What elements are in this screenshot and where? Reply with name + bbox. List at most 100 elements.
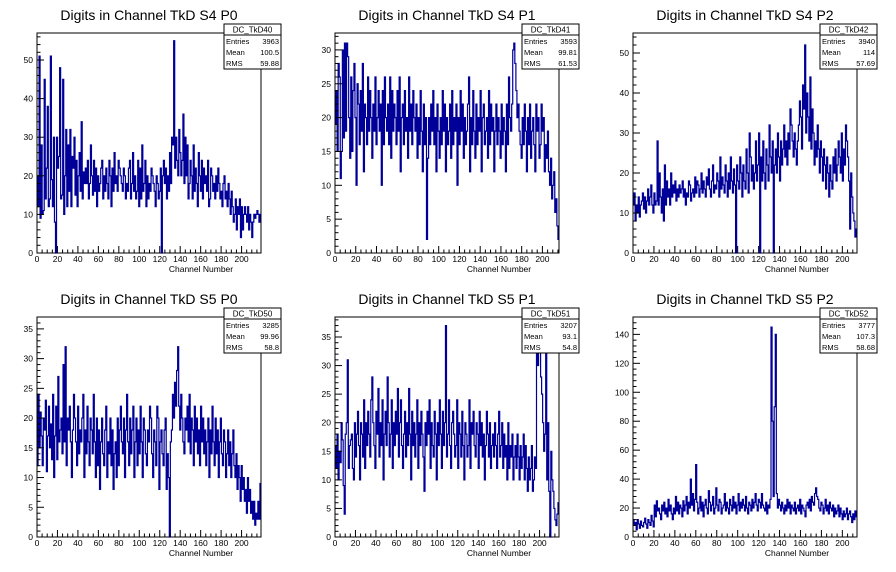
x-tick-label: 20 bbox=[649, 538, 659, 548]
y-tick-label: 25 bbox=[24, 383, 34, 393]
stats-name: DC_TkD40 bbox=[233, 26, 273, 35]
stats-name: DC_TkD42 bbox=[829, 26, 869, 35]
stats-value-mean: 99.96 bbox=[260, 332, 279, 341]
x-tick-label: 20 bbox=[351, 538, 361, 548]
y-tick-label: 60 bbox=[620, 445, 630, 455]
y-tick-label: 30 bbox=[322, 361, 332, 371]
x-tick-label: 200 bbox=[835, 254, 849, 264]
y-tick-label: 20 bbox=[24, 413, 34, 423]
x-tick-label: 100 bbox=[731, 538, 745, 548]
stats-label-mean: Mean bbox=[822, 48, 841, 57]
x-tick-label: 140 bbox=[473, 254, 487, 264]
panel-title: Digits in Channel TkD S4 P1 bbox=[358, 7, 535, 23]
y-tick-label: 10 bbox=[620, 208, 630, 218]
stats-name: DC_TkD50 bbox=[233, 310, 273, 319]
x-tick-label: 100 bbox=[132, 538, 146, 548]
stats-name: DC_TkD41 bbox=[531, 26, 571, 35]
y-tick-label: 0 bbox=[624, 248, 629, 258]
stats-label-entries: Entries bbox=[524, 321, 548, 330]
stats-value-rms: 59.88 bbox=[260, 59, 279, 68]
stats-value-rms: 58.68 bbox=[856, 343, 875, 352]
x-axis-label: Channel Number bbox=[765, 548, 829, 558]
y-tick-label: 25 bbox=[322, 79, 332, 89]
x-tick-label: 140 bbox=[173, 254, 187, 264]
stats-value-rms: 54.8 bbox=[562, 343, 577, 352]
stats-value-entries: 3940 bbox=[858, 37, 875, 46]
stats-value-entries: 3593 bbox=[560, 37, 577, 46]
x-tick-label: 80 bbox=[712, 538, 722, 548]
panel-title: Digits in Channel TkD S5 P2 bbox=[656, 291, 833, 307]
y-tick-label: 30 bbox=[24, 354, 34, 364]
stats-value-rms: 58.8 bbox=[264, 343, 279, 352]
x-tick-label: 80 bbox=[114, 254, 124, 264]
x-tick-label: 0 bbox=[631, 538, 636, 548]
y-tick-label: 10 bbox=[322, 475, 332, 485]
panel-title: Digits in Channel TkD S4 P0 bbox=[60, 7, 237, 23]
stats-box: DC_TkD52 Entries 3777 Mean 107.3 RMS 58.68 bbox=[819, 307, 878, 354]
y-tick-label: 5 bbox=[326, 214, 331, 224]
histogram-line bbox=[37, 40, 261, 254]
y-tick-label: 40 bbox=[24, 94, 34, 104]
stats-label-rms: RMS bbox=[226, 343, 243, 352]
x-tick-label: 140 bbox=[471, 538, 485, 548]
x-tick-label: 180 bbox=[515, 254, 529, 264]
y-tick-label: 15 bbox=[24, 443, 34, 453]
y-tick-label: 25 bbox=[322, 389, 332, 399]
x-tick-label: 180 bbox=[814, 254, 828, 264]
y-tick-label: 10 bbox=[322, 180, 332, 190]
y-tick-label: 30 bbox=[322, 45, 332, 55]
stats-label-rms: RMS bbox=[524, 343, 541, 352]
y-tick-label: 100 bbox=[615, 387, 629, 397]
x-tick-label: 0 bbox=[333, 538, 338, 548]
y-tick-label: 5 bbox=[28, 502, 33, 512]
stats-value-mean: 99.81 bbox=[558, 48, 577, 57]
x-tick-label: 180 bbox=[214, 538, 228, 548]
y-tick-label: 15 bbox=[322, 446, 332, 456]
stats-label-mean: Mean bbox=[226, 48, 245, 57]
histogram-line bbox=[335, 324, 559, 538]
stats-label-entries: Entries bbox=[226, 321, 250, 330]
x-tick-label: 60 bbox=[392, 254, 402, 264]
stats-box: DC_TkD50 Entries 3285 Mean 99.96 RMS 58.8 bbox=[223, 307, 282, 354]
stats-name: DC_TkD51 bbox=[531, 310, 571, 319]
y-tick-label: 50 bbox=[24, 55, 34, 65]
x-tick-label: 120 bbox=[153, 538, 167, 548]
y-tick-label: 30 bbox=[24, 132, 34, 142]
x-tick-label: 100 bbox=[132, 254, 146, 264]
x-tick-label: 180 bbox=[814, 538, 828, 548]
x-tick-label: 100 bbox=[432, 254, 446, 264]
y-tick-label: 40 bbox=[620, 88, 630, 98]
stats-label-entries: Entries bbox=[226, 37, 250, 46]
x-axis-label: Channel Number bbox=[467, 264, 531, 274]
stats-label-mean: Mean bbox=[226, 332, 245, 341]
stats-label-rms: RMS bbox=[226, 59, 243, 68]
x-tick-label: 0 bbox=[333, 254, 338, 264]
x-tick-label: 80 bbox=[412, 538, 422, 548]
stats-label-entries: Entries bbox=[822, 321, 846, 330]
histogram-line bbox=[633, 326, 857, 531]
stats-box: DC_TkD40 Entries 3963 Mean 100.5 RMS 59.88 bbox=[223, 23, 282, 70]
x-tick-label: 20 bbox=[53, 254, 63, 264]
stats-value-entries: 3963 bbox=[262, 37, 279, 46]
stats-box-frame bbox=[521, 23, 580, 70]
x-tick-label: 0 bbox=[35, 538, 40, 548]
y-tick-label: 20 bbox=[322, 418, 332, 428]
y-tick-label: 0 bbox=[28, 532, 33, 542]
x-tick-label: 40 bbox=[670, 538, 680, 548]
plot-frame bbox=[36, 32, 262, 254]
y-tick-label: 35 bbox=[322, 332, 332, 342]
x-tick-label: 80 bbox=[712, 254, 722, 264]
plot-frame bbox=[36, 316, 262, 538]
x-tick-label: 120 bbox=[752, 538, 766, 548]
x-tick-label: 120 bbox=[153, 254, 167, 264]
x-tick-label: 120 bbox=[451, 538, 465, 548]
x-tick-label: 200 bbox=[835, 538, 849, 548]
histogram-line bbox=[633, 44, 857, 254]
x-tick-label: 160 bbox=[492, 538, 506, 548]
y-tick-label: 15 bbox=[322, 146, 332, 156]
stats-label-mean: Mean bbox=[524, 48, 543, 57]
plot-frame bbox=[334, 32, 560, 254]
panel-title: Digits in Channel TkD S5 P0 bbox=[60, 291, 237, 307]
plot-frame bbox=[334, 316, 560, 538]
